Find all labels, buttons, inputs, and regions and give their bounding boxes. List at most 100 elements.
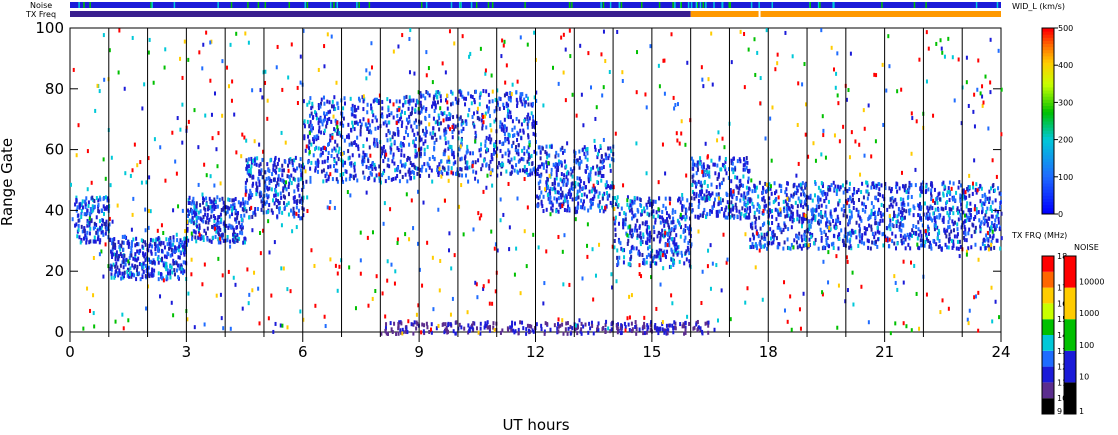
data-point bbox=[234, 196, 237, 201]
data-point bbox=[920, 205, 923, 210]
data-point bbox=[487, 92, 490, 97]
data-point bbox=[494, 144, 497, 149]
data-point bbox=[591, 186, 594, 191]
data-point bbox=[1000, 132, 1003, 137]
data-point bbox=[557, 209, 560, 214]
data-point bbox=[244, 192, 247, 197]
data-point bbox=[752, 204, 755, 209]
data-point bbox=[478, 102, 481, 107]
data-point bbox=[420, 120, 423, 125]
data-point bbox=[206, 216, 209, 221]
data-point bbox=[391, 135, 394, 140]
noise-mark bbox=[705, 2, 707, 8]
data-point bbox=[228, 214, 231, 219]
data-point bbox=[661, 233, 664, 238]
data-point bbox=[912, 230, 915, 235]
data-point bbox=[895, 202, 898, 207]
data-point bbox=[647, 212, 650, 217]
data-point bbox=[487, 106, 490, 111]
data-point bbox=[410, 322, 413, 327]
data-point bbox=[847, 197, 850, 202]
data-point bbox=[336, 153, 339, 158]
data-point bbox=[659, 220, 662, 225]
data-point bbox=[450, 102, 453, 107]
data-point bbox=[559, 147, 562, 152]
data-point bbox=[855, 207, 858, 212]
data-point bbox=[872, 211, 875, 216]
data-point bbox=[286, 287, 289, 292]
data-point bbox=[371, 296, 374, 301]
data-point bbox=[86, 187, 89, 192]
data-point bbox=[410, 124, 413, 129]
data-point bbox=[566, 321, 569, 326]
data-point bbox=[723, 164, 726, 169]
data-point bbox=[742, 183, 745, 188]
data-point bbox=[331, 135, 334, 140]
data-point bbox=[412, 170, 415, 175]
data-point bbox=[559, 186, 562, 191]
data-point bbox=[427, 66, 430, 71]
data-point bbox=[846, 200, 849, 205]
data-point bbox=[946, 211, 949, 216]
data-point bbox=[997, 216, 1000, 221]
data-point bbox=[250, 164, 253, 169]
data-point bbox=[217, 215, 220, 220]
data-point bbox=[820, 235, 823, 240]
data-point bbox=[690, 242, 693, 247]
data-point bbox=[866, 196, 869, 201]
data-point bbox=[937, 245, 940, 250]
noise-mark bbox=[487, 2, 490, 8]
data-point bbox=[538, 194, 541, 199]
data-point bbox=[191, 215, 194, 220]
data-point bbox=[714, 171, 717, 176]
data-point bbox=[550, 200, 553, 205]
data-point bbox=[800, 224, 803, 229]
data-point bbox=[747, 196, 750, 201]
data-point bbox=[995, 238, 998, 243]
data-point bbox=[911, 233, 914, 238]
data-point bbox=[972, 109, 975, 114]
data-point bbox=[832, 180, 835, 185]
data-point bbox=[835, 191, 838, 196]
data-point bbox=[375, 274, 378, 279]
data-point bbox=[141, 106, 144, 111]
data-point bbox=[415, 326, 418, 331]
data-point bbox=[428, 113, 431, 118]
data-point bbox=[933, 227, 936, 232]
data-point bbox=[593, 138, 596, 143]
data-point bbox=[576, 209, 579, 214]
data-point bbox=[634, 320, 637, 325]
data-point bbox=[443, 152, 446, 157]
data-point bbox=[271, 172, 274, 177]
data-point bbox=[380, 146, 383, 151]
data-point bbox=[97, 208, 100, 213]
data-point bbox=[188, 195, 191, 200]
data-point bbox=[984, 219, 987, 224]
data-point bbox=[501, 141, 504, 146]
data-point bbox=[365, 137, 368, 142]
data-point bbox=[643, 321, 646, 326]
data-point bbox=[521, 148, 524, 153]
data-point bbox=[498, 106, 501, 111]
data-point bbox=[327, 151, 330, 156]
data-point bbox=[562, 331, 565, 336]
data-point bbox=[597, 149, 600, 154]
data-point bbox=[682, 228, 685, 233]
data-point bbox=[579, 43, 582, 48]
noise-mark bbox=[217, 2, 219, 8]
data-point bbox=[943, 54, 946, 59]
data-point bbox=[769, 186, 772, 191]
data-point bbox=[587, 330, 590, 335]
data-point bbox=[800, 246, 803, 251]
data-point bbox=[844, 299, 847, 304]
data-point bbox=[754, 220, 757, 225]
data-point bbox=[488, 99, 491, 104]
data-point bbox=[502, 125, 505, 130]
data-point bbox=[577, 182, 580, 187]
data-point bbox=[655, 210, 658, 215]
data-point bbox=[260, 199, 263, 204]
data-point bbox=[937, 192, 940, 197]
data-point bbox=[536, 204, 539, 209]
data-point bbox=[968, 185, 971, 190]
noise-mark bbox=[809, 2, 811, 8]
